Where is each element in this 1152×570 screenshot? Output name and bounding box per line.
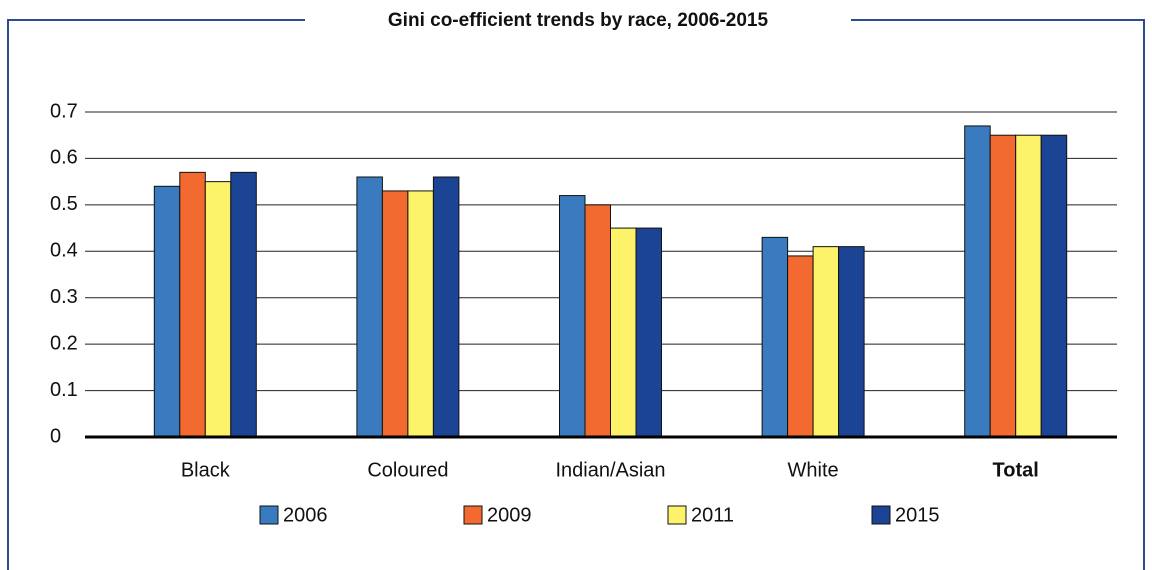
- bar: [761, 236, 789, 438]
- x-tick-label: Black: [181, 459, 231, 481]
- legend-label: 2015: [895, 504, 940, 526]
- y-tick-label: 0.7: [50, 100, 78, 122]
- x-tick-label: Coloured: [367, 459, 448, 481]
- bar: [1040, 134, 1068, 438]
- legend-label: 2011: [691, 504, 734, 526]
- bar: [787, 255, 814, 438]
- bar: [559, 195, 586, 438]
- legend-swatch: [667, 505, 687, 525]
- bar: [610, 227, 637, 438]
- x-tick-label: White: [788, 459, 839, 481]
- y-tick-label: 0.6: [50, 147, 78, 169]
- bar: [635, 227, 662, 438]
- bar: [964, 125, 991, 438]
- y-tick-label: 0.5: [50, 193, 78, 215]
- bar: [838, 246, 865, 438]
- y-tick-label: 0.4: [50, 240, 78, 262]
- bar: [812, 246, 840, 438]
- bar: [179, 171, 206, 438]
- x-tick-label: Indian/Asian: [555, 459, 665, 481]
- legend-swatch: [259, 505, 279, 525]
- y-tick-label: 0: [50, 425, 61, 447]
- legend-label: 2009: [487, 504, 532, 526]
- bar: [381, 190, 409, 438]
- bar: [584, 204, 611, 438]
- bar: [432, 176, 460, 438]
- bar: [204, 181, 232, 438]
- y-tick-label: 0.3: [50, 286, 78, 308]
- bar: [1015, 134, 1042, 438]
- bar: [153, 185, 181, 438]
- legend-swatch: [463, 505, 483, 525]
- legend-label: 2006: [283, 504, 328, 526]
- y-tick-label: 0.1: [50, 379, 78, 401]
- bar: [230, 171, 257, 438]
- y-tick-label: 0.2: [50, 332, 78, 354]
- bar: [407, 190, 434, 438]
- x-tick-label: Total: [993, 459, 1039, 481]
- chart-title: Gini co-efficient trends by race, 2006-2…: [388, 10, 769, 31]
- title-background: [305, 8, 851, 32]
- legend-swatch: [871, 505, 891, 525]
- bar: [356, 176, 383, 438]
- bar: [989, 134, 1017, 438]
